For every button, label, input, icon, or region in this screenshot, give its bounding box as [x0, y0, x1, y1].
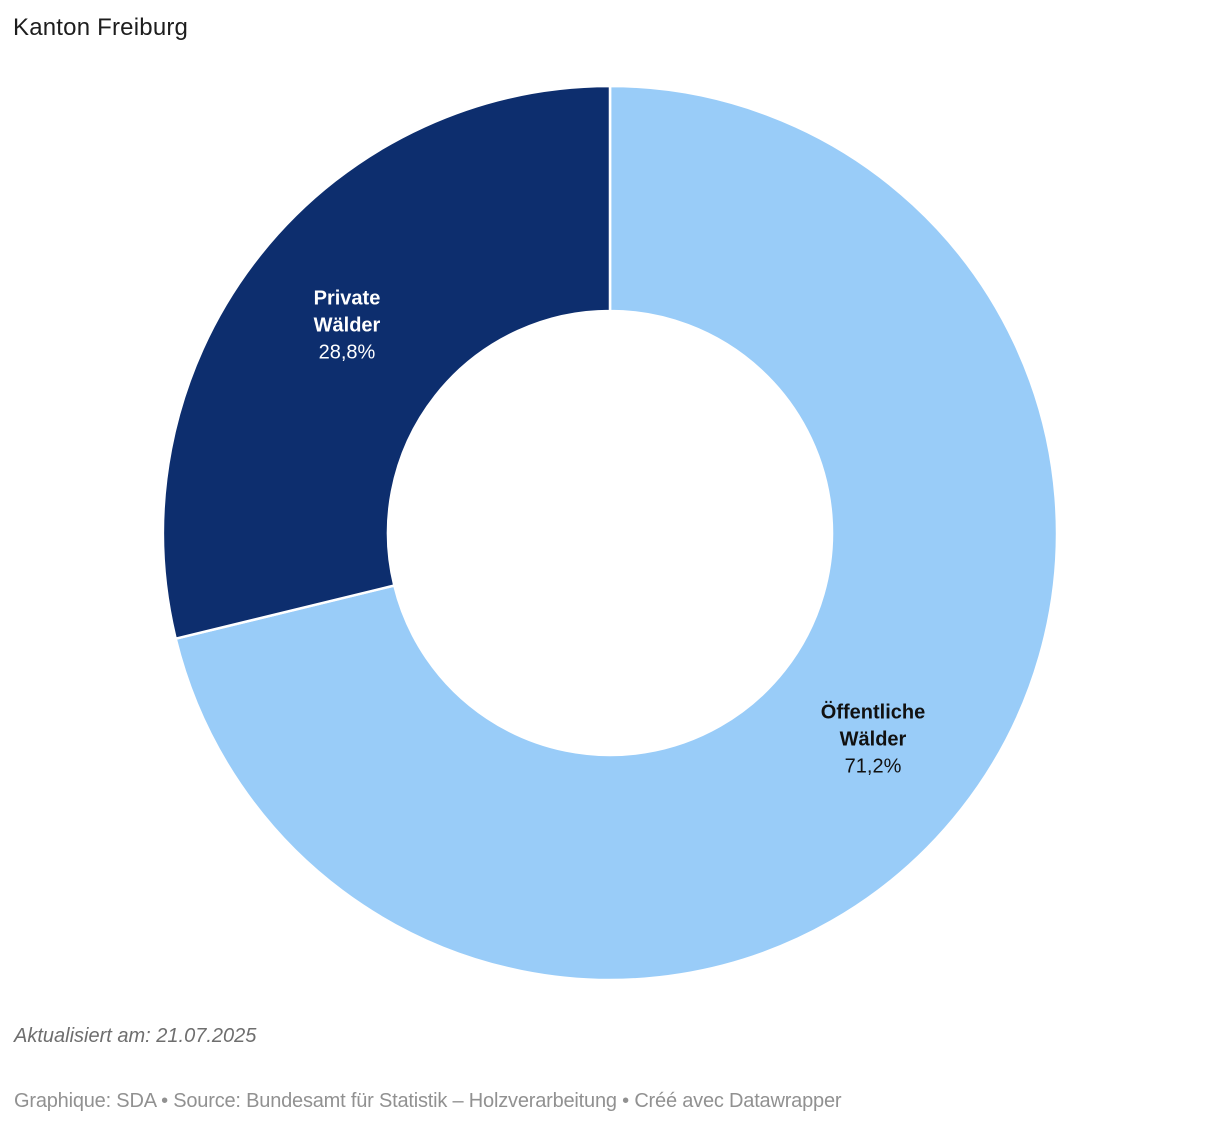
donut-slice-0: [174, 84, 1059, 982]
donut-slice-1: [161, 84, 612, 640]
credits-line: Graphique: SDA • Source: Bundesamt für S…: [14, 1090, 842, 1112]
chart-title: Kanton Freiburg: [13, 14, 189, 41]
updated-note: Aktualisiert am: 21.07.2025: [14, 1025, 257, 1047]
